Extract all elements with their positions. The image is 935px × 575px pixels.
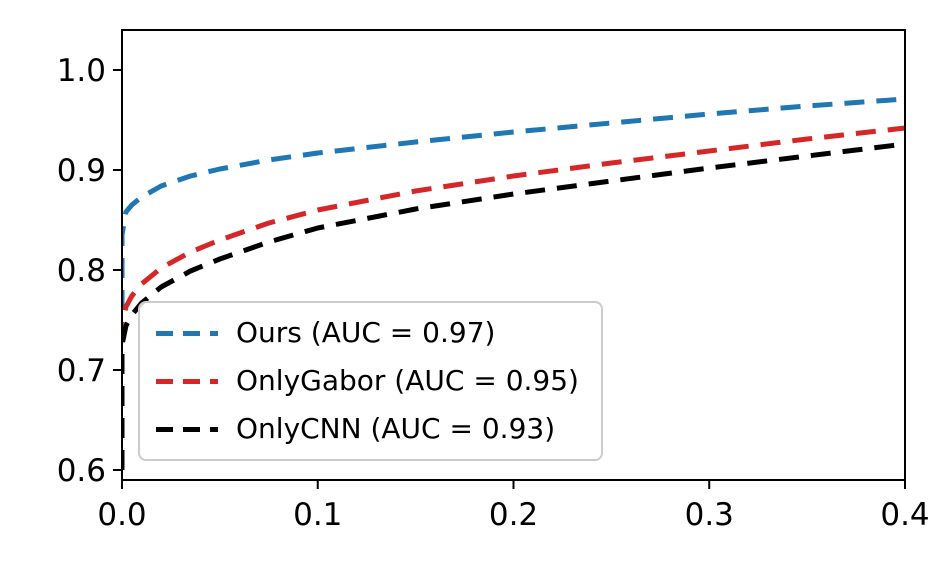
curve-ours bbox=[122, 96, 905, 470]
legend-item-onlygabor: OnlyGabor (AUC = 0.95) bbox=[156, 363, 579, 399]
legend-line-sample-onlygabor bbox=[156, 378, 218, 384]
x-tick-label: 0.3 bbox=[685, 497, 734, 533]
legend-item-ours: Ours (AUC = 0.97) bbox=[156, 315, 579, 351]
y-tick-label: 0.7 bbox=[57, 353, 106, 389]
x-tick-label: 0.4 bbox=[880, 497, 929, 533]
curve-onlygabor bbox=[122, 125, 905, 470]
legend-label-ours: Ours (AUC = 0.97) bbox=[236, 316, 496, 349]
x-tick-label: 0.2 bbox=[489, 497, 538, 533]
y-tick-label: 0.6 bbox=[57, 453, 106, 489]
legend-label-onlycnn: OnlyCNN (AUC = 0.93) bbox=[236, 412, 556, 445]
y-tick-label: 0.8 bbox=[57, 253, 106, 289]
legend-label-onlygabor: OnlyGabor (AUC = 0.95) bbox=[236, 364, 579, 397]
curve-onlycnn bbox=[122, 141, 905, 470]
legend-line-sample-ours bbox=[156, 330, 218, 336]
legend-line-sample-onlycnn bbox=[156, 426, 218, 432]
legend: Ours (AUC = 0.97) OnlyGabor (AUC = 0.95)… bbox=[138, 301, 603, 461]
y-tick-label: 1.0 bbox=[57, 53, 106, 89]
x-tick-label: 0.0 bbox=[97, 497, 146, 533]
x-tick-label: 0.1 bbox=[293, 497, 342, 533]
legend-item-onlycnn: OnlyCNN (AUC = 0.93) bbox=[156, 411, 579, 447]
y-tick-label: 0.9 bbox=[57, 153, 106, 189]
